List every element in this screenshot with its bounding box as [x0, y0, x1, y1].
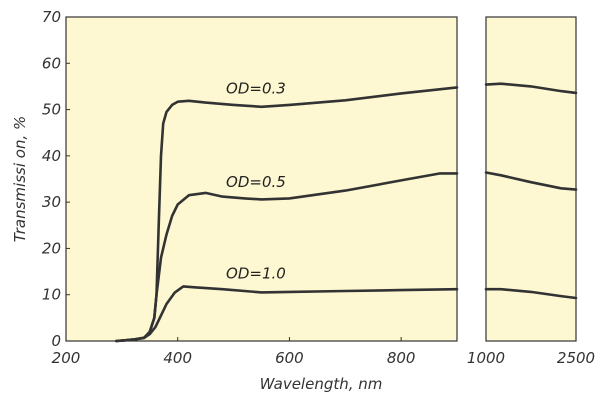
left-panel-background — [65, 16, 458, 342]
series-labels: OD=0.3 OD=0.5 OD=1.0 — [226, 79, 286, 282]
y-tick-label: 10 — [42, 286, 61, 304]
axis-ticks: 0 10 20 30 40 50 60 70 200 400 600 800 1000 2500 — [42, 8, 595, 367]
y-tick-label: 0 — [51, 332, 61, 350]
series-line-od-0-3-right — [484, 82, 578, 95]
y-tick-label: 30 — [42, 193, 61, 211]
series-line-od-1-0-left — [115, 285, 459, 343]
x-tick-label: 2500 — [557, 349, 595, 367]
series-line-od-1-0-right — [484, 287, 578, 300]
series-line-od-0-5-right — [484, 171, 578, 191]
x-tick-label: 600 — [275, 349, 304, 367]
series-curves — [115, 82, 578, 343]
y-tick-label: 40 — [42, 147, 61, 165]
y-tick-label: 20 — [42, 239, 61, 257]
x-tick-label: 800 — [387, 349, 416, 367]
y-tick-label: 60 — [42, 54, 61, 72]
y-tick-label: 50 — [42, 101, 61, 119]
x-tick-label: 1000 — [467, 349, 505, 367]
series-label: OD=1.0 — [226, 265, 286, 283]
series-line-od-0-5-left — [115, 172, 459, 343]
series-label: OD=0.5 — [226, 173, 286, 191]
x-axis-title: Wavelength, nm — [260, 375, 383, 393]
x-tick-label: 200 — [52, 349, 81, 367]
y-tick-label: 70 — [42, 8, 61, 26]
right-panel-background — [485, 16, 577, 342]
series-label: OD=0.3 — [226, 79, 286, 97]
x-tick-label: 400 — [163, 349, 192, 367]
y-axis-title: Transmissi on, % — [11, 116, 29, 243]
